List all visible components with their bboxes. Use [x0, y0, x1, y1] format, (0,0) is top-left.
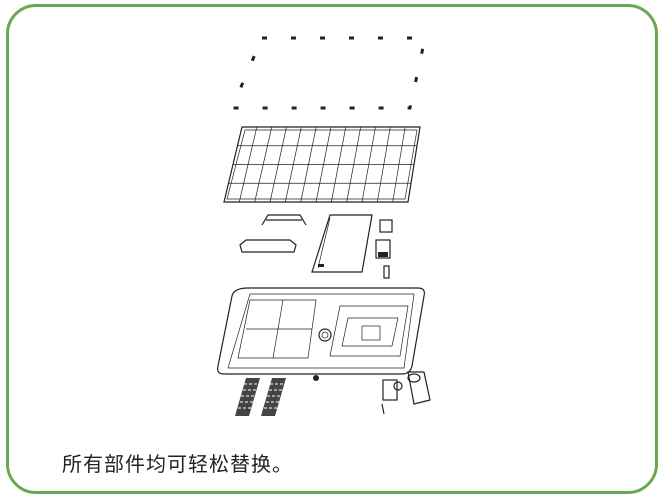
- solar-panel: [223, 126, 421, 203]
- card-border: [6, 4, 658, 494]
- controller: [375, 219, 393, 279]
- sensor-parts: [313, 371, 431, 415]
- housing: [217, 287, 425, 375]
- led-modules: [235, 378, 286, 416]
- caption: 所有部件均可轻松替换。: [62, 452, 293, 476]
- mounting-clips: [229, 36, 427, 110]
- battery: [311, 214, 373, 273]
- brackets: [239, 214, 307, 253]
